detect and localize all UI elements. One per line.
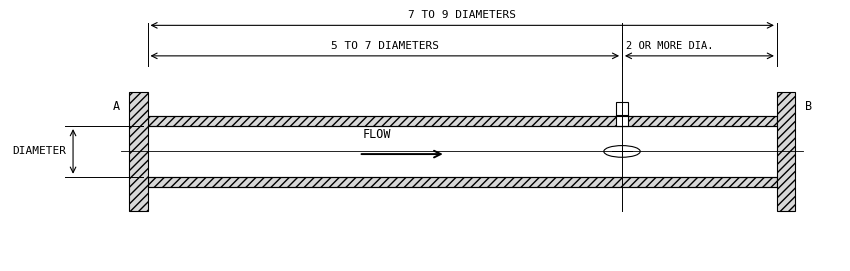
Bar	[148, 177, 777, 187]
Text: FLOW: FLOW	[363, 128, 391, 141]
Text: DIAMETER: DIAMETER	[13, 146, 66, 156]
Text: 5 TO 7 DIAMETERS: 5 TO 7 DIAMETERS	[331, 41, 439, 51]
Text: 2 OR MORE DIA.: 2 OR MORE DIA.	[626, 41, 714, 51]
Text: A: A	[112, 101, 119, 114]
Bar	[777, 92, 795, 211]
Bar	[148, 116, 777, 126]
Text: 7 TO 9 DIAMETERS: 7 TO 9 DIAMETERS	[408, 9, 516, 20]
Bar	[616, 102, 628, 126]
Bar	[129, 92, 148, 211]
Text: B: B	[805, 101, 812, 114]
